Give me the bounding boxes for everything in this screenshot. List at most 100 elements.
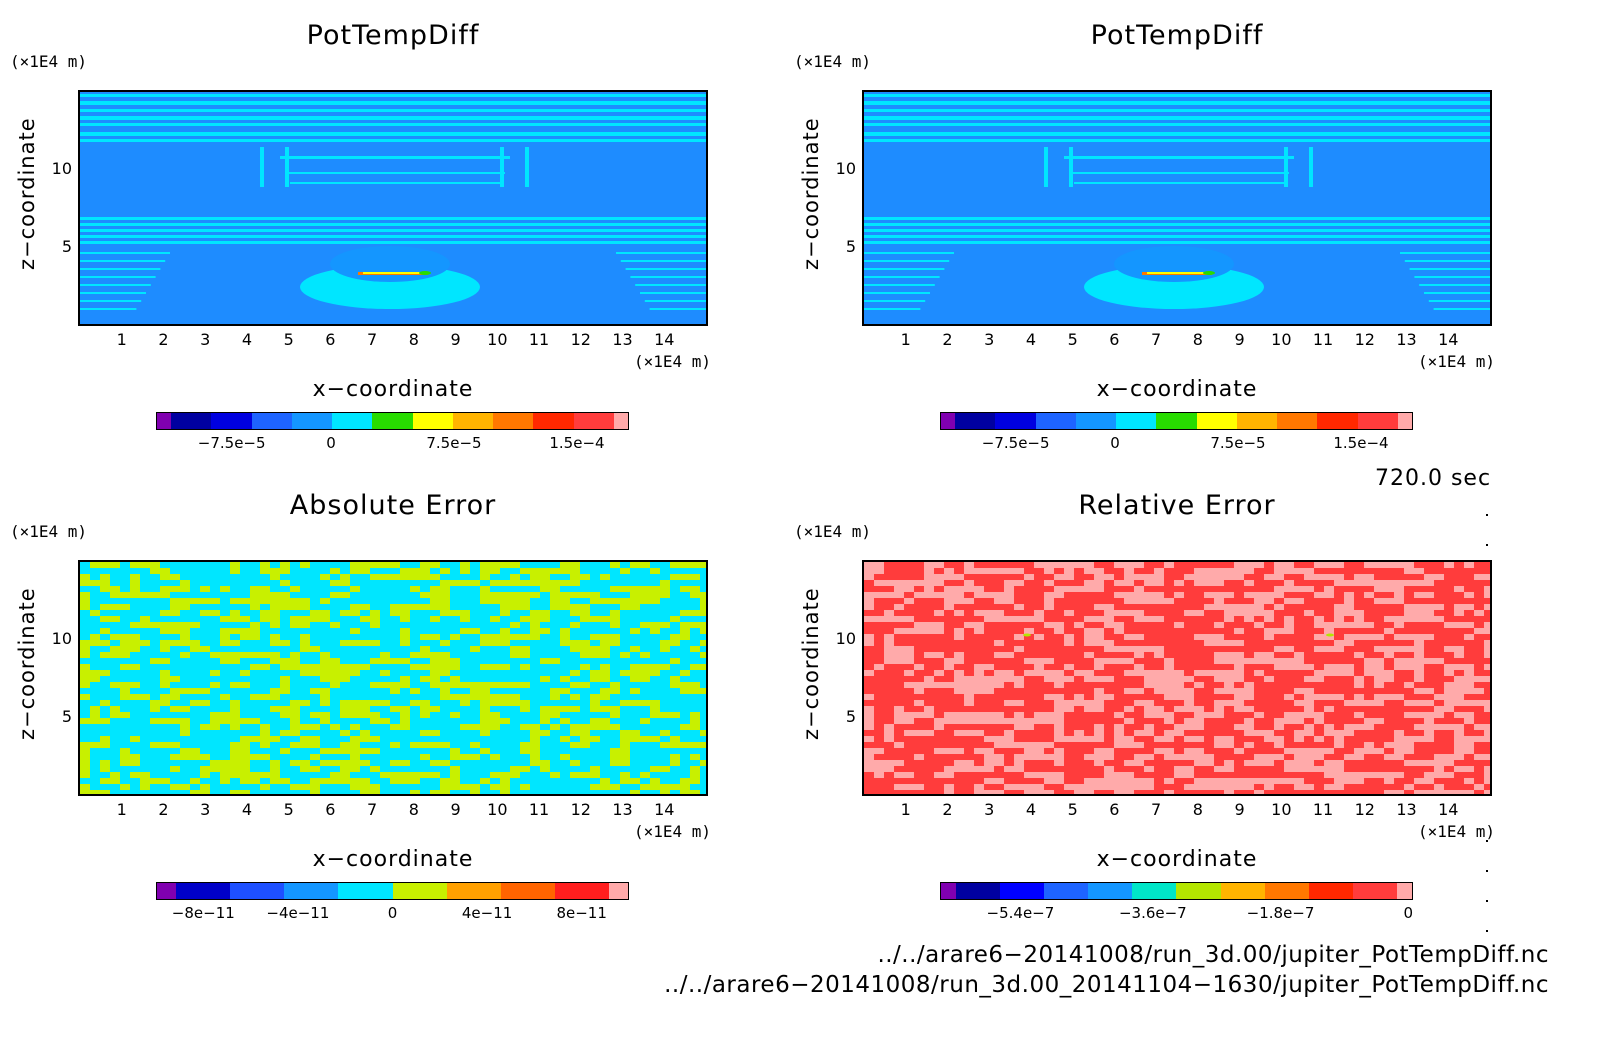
contour-band bbox=[80, 109, 706, 112]
contour-cell bbox=[1394, 688, 1414, 694]
contour-cell bbox=[360, 724, 370, 730]
contour-cell bbox=[90, 616, 100, 622]
contour-cell bbox=[1024, 634, 1034, 640]
contour-cell bbox=[600, 700, 620, 706]
contour-cell bbox=[914, 640, 934, 646]
contour-cell bbox=[110, 640, 120, 646]
contour-cell bbox=[430, 712, 450, 718]
contour-cell bbox=[1234, 598, 1254, 604]
contour-cell bbox=[1194, 694, 1204, 700]
contour-cell bbox=[984, 670, 994, 676]
contour-cell bbox=[110, 736, 130, 742]
contour-cell bbox=[1184, 622, 1194, 628]
contour-cell bbox=[520, 670, 540, 676]
contour-cell bbox=[440, 706, 450, 712]
contour-cell bbox=[510, 640, 530, 646]
x-tick-label: 14 bbox=[1438, 330, 1459, 349]
colorbar-swatch bbox=[573, 413, 614, 429]
contour-cell bbox=[590, 748, 610, 754]
contour-cell bbox=[1044, 646, 1064, 652]
contour-cell bbox=[1104, 670, 1124, 676]
contour-cell bbox=[270, 700, 290, 706]
contour-cell bbox=[130, 712, 140, 718]
contour-cell bbox=[1274, 652, 1284, 658]
contour-cell bbox=[140, 664, 150, 670]
contour-cell bbox=[904, 742, 924, 748]
x-tick-label: 9 bbox=[450, 330, 461, 349]
contour-cell bbox=[550, 754, 560, 760]
contour-cell bbox=[884, 664, 904, 670]
contour-cell bbox=[340, 658, 350, 664]
contour-cell bbox=[1414, 784, 1434, 790]
contour-cell bbox=[190, 616, 210, 622]
contour-cell bbox=[640, 790, 660, 794]
contour-cell bbox=[974, 616, 984, 622]
contour-cell bbox=[1284, 652, 1294, 658]
contour-cell bbox=[1454, 670, 1464, 676]
contour-band bbox=[1433, 308, 1490, 310]
contour-cell bbox=[1224, 598, 1234, 604]
contour-cell bbox=[520, 730, 530, 736]
contour-cell bbox=[1324, 640, 1334, 646]
contour-cell bbox=[964, 592, 974, 598]
contour-cell bbox=[1384, 592, 1394, 598]
contour-cell bbox=[984, 586, 1004, 592]
contour-cell bbox=[944, 760, 954, 766]
contour-cell bbox=[560, 652, 580, 658]
contour-cell bbox=[170, 568, 180, 574]
contour-cell bbox=[100, 568, 120, 574]
contour-cell bbox=[1284, 706, 1304, 712]
contour-cell bbox=[964, 634, 974, 640]
contour-cell bbox=[630, 658, 650, 664]
contour-cell bbox=[610, 568, 620, 574]
contour-cell bbox=[1164, 706, 1174, 712]
contour-region bbox=[330, 246, 450, 282]
contour-cell bbox=[140, 646, 160, 652]
contour-cell bbox=[460, 706, 480, 712]
contour-cell bbox=[1054, 604, 1074, 610]
contour-cell bbox=[480, 622, 490, 628]
contour-cell bbox=[570, 754, 580, 760]
contour-cell bbox=[1124, 604, 1144, 610]
contour-cell bbox=[530, 784, 540, 790]
contour-cell bbox=[620, 784, 630, 790]
contour-cell bbox=[170, 670, 190, 676]
colorbar-label: 7.5e−5 bbox=[1210, 434, 1266, 452]
colorbar-swatch bbox=[1236, 413, 1278, 429]
contour-cell bbox=[1074, 706, 1084, 712]
contour-cell bbox=[620, 616, 630, 622]
contour-cell bbox=[630, 760, 650, 766]
contour-cell bbox=[1064, 754, 1074, 760]
contour-cell bbox=[370, 772, 380, 778]
contour-cell bbox=[1424, 766, 1434, 772]
contour-cell bbox=[954, 754, 964, 760]
contour-cell bbox=[120, 586, 130, 592]
contour-cell bbox=[370, 568, 390, 574]
contour-cell bbox=[340, 616, 350, 622]
contour-cell bbox=[520, 772, 540, 778]
contour-cell bbox=[610, 592, 630, 598]
contour-cell bbox=[1234, 622, 1254, 628]
contour-cell bbox=[1284, 736, 1294, 742]
y-unit-label: (×1E4 m) bbox=[794, 522, 872, 541]
contour-cell bbox=[400, 790, 410, 794]
contour-cell bbox=[260, 604, 270, 610]
contour-cell bbox=[1254, 634, 1264, 640]
x-tick-label: 3 bbox=[984, 330, 995, 349]
contour-cell bbox=[500, 622, 510, 628]
contour-cell bbox=[954, 742, 964, 748]
contour-cell bbox=[1134, 658, 1144, 664]
colorbar-swatch bbox=[1176, 883, 1221, 899]
contour-cell bbox=[140, 670, 160, 676]
contour-cell bbox=[1204, 694, 1214, 700]
contour-cell bbox=[864, 784, 874, 790]
contour-peak bbox=[1203, 271, 1215, 275]
x-tick-label: 2 bbox=[158, 330, 169, 349]
contour-cell bbox=[1234, 682, 1244, 688]
contour-cell bbox=[1204, 724, 1214, 730]
contour-cell bbox=[570, 700, 590, 706]
contour-cell bbox=[690, 628, 700, 634]
contour-cell bbox=[340, 694, 350, 700]
contour-band bbox=[1419, 284, 1490, 286]
contour-cell bbox=[1104, 628, 1114, 634]
